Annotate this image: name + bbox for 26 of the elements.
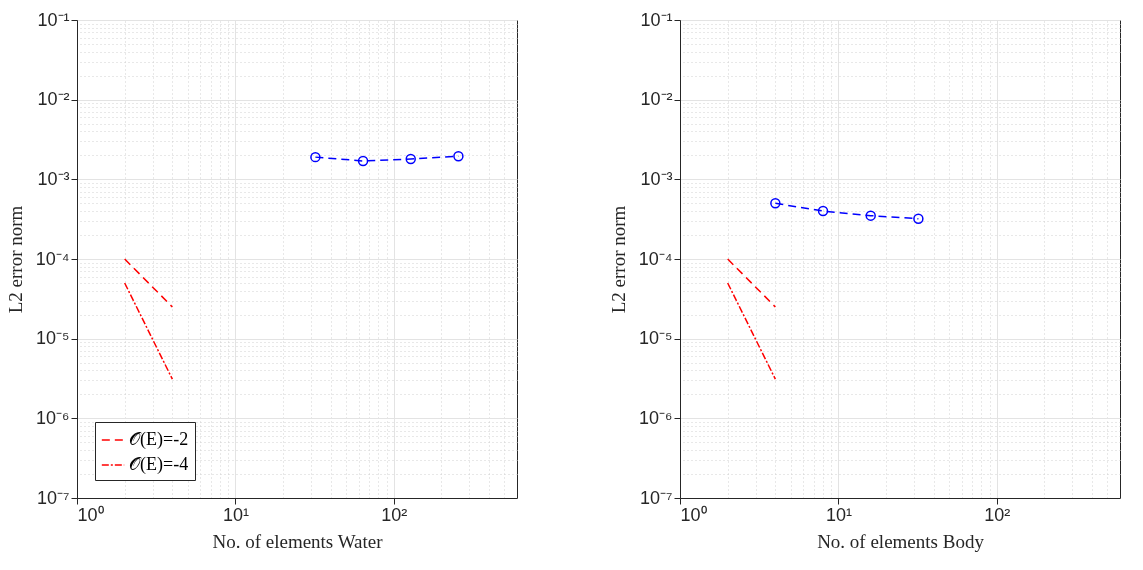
- y-tick-label: 10⁻²: [37, 89, 70, 110]
- x-tick-label: 10²: [381, 504, 408, 525]
- y-tick-label: 10⁻¹: [37, 9, 70, 30]
- y-tick-label: 10⁻⁶: [639, 407, 673, 428]
- y-tick-label: 10⁻⁴: [638, 248, 673, 269]
- x-tick-label: 10¹: [825, 504, 852, 525]
- legend-label: 𝒪(E)=-4: [129, 454, 189, 475]
- y-tick-label: 10⁻³: [640, 168, 673, 189]
- y-tick-label: 10⁻⁴: [35, 248, 70, 269]
- y-tick-label: 10⁻⁷: [36, 487, 70, 508]
- y-axis-title: L2 error norm: [607, 205, 629, 314]
- y-tick-label: 10⁻⁵: [639, 328, 673, 349]
- legend-label: 𝒪(E)=-2: [129, 429, 189, 450]
- y-tick-label: 10⁻⁶: [36, 407, 70, 428]
- y-tick-label: 10⁻⁷: [639, 487, 673, 508]
- x-tick-label: 10²: [984, 504, 1011, 525]
- x-tick-label: 10⁰: [77, 504, 104, 525]
- y-tick-label: 10⁻⁵: [36, 328, 70, 349]
- y-tick-label: 10⁻²: [640, 89, 673, 110]
- y-tick-label: 10⁻³: [37, 168, 70, 189]
- x-tick-label: 10⁰: [680, 504, 707, 525]
- x-axis-title: No. of elements Water: [212, 530, 384, 552]
- y-tick-label: 10⁻¹: [640, 9, 673, 30]
- y-axis-title: L2 error norm: [4, 205, 26, 314]
- x-axis-title: No. of elements Body: [817, 530, 985, 552]
- x-tick-label: 10¹: [222, 504, 249, 525]
